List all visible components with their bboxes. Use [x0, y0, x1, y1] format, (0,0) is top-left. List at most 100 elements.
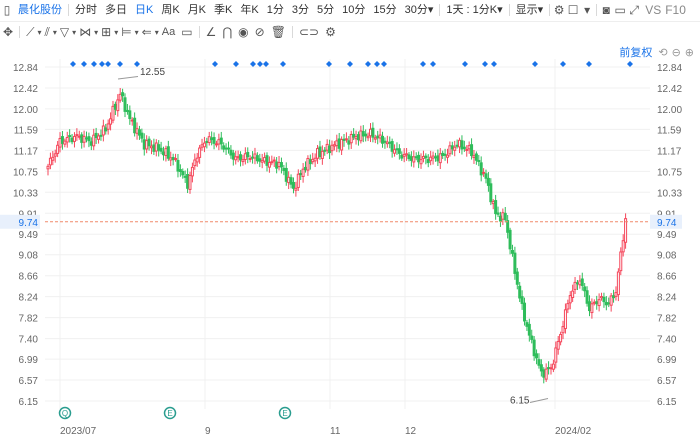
eye-icon[interactable]: ◉ — [238, 25, 249, 39]
tab-timeframe-month[interactable]: 月K — [187, 4, 207, 16]
minus-icon[interactable]: ⊖ — [671, 46, 681, 59]
candle-body — [116, 99, 120, 112]
divider — [596, 4, 598, 16]
event-marker-label: Q — [62, 409, 68, 418]
candle-body — [525, 322, 529, 327]
divider — [19, 26, 21, 38]
candle-body — [53, 153, 57, 157]
angle-icon[interactable]: ∠ — [205, 25, 217, 39]
x-tick-label: 9 — [205, 426, 211, 437]
candle-body — [561, 326, 565, 334]
candle-body — [366, 135, 370, 139]
candle-body — [441, 152, 445, 156]
tab-timeframe-3min[interactable]: 3分 — [291, 4, 309, 16]
camera-icon[interactable]: ◙ — [602, 3, 610, 17]
candle-body — [426, 159, 430, 164]
candle-body — [539, 364, 543, 372]
stock-name[interactable]: 晨化股份 — [18, 4, 62, 16]
sidebar-toggle-icon[interactable]: ▯ — [3, 3, 11, 17]
candle-body — [106, 123, 110, 130]
range-icon[interactable]: ⊨ — [121, 25, 132, 39]
crosshair-icon[interactable]: ✥ — [3, 25, 14, 39]
tab-timeframe-week[interactable]: 周K — [161, 4, 180, 16]
current-price-label-left: 9.74 — [19, 218, 39, 229]
adjust-button[interactable]: 前复权 — [619, 47, 653, 59]
gann-icon[interactable]: ⊞ — [101, 25, 112, 39]
chevron-down-icon[interactable]: ▾ — [37, 27, 42, 37]
chevron-down-icon[interactable]: ▾ — [584, 3, 591, 17]
divider — [549, 4, 551, 16]
chevron-down-icon[interactable]: ▾ — [94, 27, 99, 37]
candle-body — [510, 249, 514, 254]
reset-icon[interactable]: ⟲ — [658, 46, 668, 59]
hide-icon[interactable]: ⊘ — [254, 25, 265, 39]
text-icon[interactable]: Aa — [161, 26, 176, 38]
trend-line-icon[interactable]: ⟋ — [26, 24, 35, 39]
candle-body — [77, 135, 81, 138]
candle-body — [580, 278, 584, 286]
candle-body — [224, 147, 228, 150]
y-tick-label-right: 8.66 — [657, 272, 677, 283]
tab-timeframe-5min[interactable]: 5分 — [316, 4, 335, 16]
candle-body — [104, 127, 108, 132]
settings-icon[interactable]: ⚙ — [553, 3, 565, 17]
dropdown-1day[interactable]: 1天 : 1分K▾ — [442, 0, 506, 20]
plus-icon[interactable]: ⊕ — [684, 46, 694, 59]
chevron-down-icon[interactable]: ▾ — [154, 27, 159, 37]
f10-button[interactable]: F10 — [665, 3, 686, 17]
arrow-icon[interactable]: ⇐ — [141, 25, 152, 39]
candle-body — [337, 138, 341, 149]
divider — [198, 26, 200, 38]
candle-body — [111, 105, 115, 121]
candlestick-chart[interactable]: 12.84 12.84 12.42 12.42 12.00 12.00 11.59 11.59… — [0, 41, 700, 439]
magnet-icon[interactable]: ⋂ — [222, 25, 233, 39]
candle-body — [284, 167, 288, 182]
candle-body — [453, 146, 457, 151]
tab-timeframe-quarter[interactable]: 季K — [214, 4, 233, 16]
candle-body — [554, 347, 558, 363]
chevron-down-icon[interactable]: ▾ — [114, 27, 119, 37]
candle-body — [388, 141, 392, 144]
chevron-down-icon[interactable]: ▾ — [72, 27, 77, 37]
fan-icon[interactable]: ▽ — [59, 25, 70, 39]
y-tick-label-right: 6.99 — [657, 355, 677, 366]
wave-icon[interactable]: ⋈ — [79, 25, 92, 39]
candle-body — [590, 303, 594, 314]
candle-body — [460, 140, 464, 150]
tab-timeframe-15min[interactable]: 15分 — [373, 4, 397, 16]
window-icon[interactable]: ▭ — [614, 3, 626, 17]
tab-timeframe-1[interactable]: 分时 — [75, 4, 97, 16]
diamond-marker-icon — [117, 61, 123, 67]
candle-body — [436, 155, 440, 162]
candle-body — [154, 142, 158, 152]
vs-button[interactable]: VS — [645, 3, 662, 17]
tab-timeframe-year[interactable]: 年K — [240, 4, 259, 16]
tab-timeframe-2[interactable]: 多日 — [105, 4, 127, 16]
chevron-down-icon[interactable]: ▾ — [52, 27, 57, 37]
tab-timeframe-10min[interactable]: 10分 — [342, 4, 366, 16]
candle-body — [255, 155, 259, 162]
candle-body — [277, 161, 281, 168]
candle-body — [174, 157, 178, 160]
candle-body — [89, 141, 93, 146]
display-dropdown[interactable]: 显示▾ — [512, 0, 548, 20]
candle-body — [147, 138, 151, 147]
link-icon[interactable]: ⊂⊃ — [298, 25, 320, 39]
dropdown-30min[interactable]: 30分▾ — [401, 0, 438, 20]
tab-timeframe-1min[interactable]: 1分 — [266, 4, 284, 16]
chevron-down-icon[interactable]: ▾ — [134, 27, 139, 37]
y-tick-label-right: 11.59 — [657, 125, 682, 136]
y-tick-label-right: 12.00 — [657, 105, 682, 116]
drawing-settings-icon[interactable]: ⚙ — [325, 25, 336, 39]
diamond-marker-icon — [381, 61, 387, 67]
channel-icon[interactable]: ⫽ — [44, 24, 50, 39]
fullscreen-icon[interactable]: ⤢ — [629, 2, 639, 17]
candle-body — [559, 333, 563, 343]
note-icon[interactable]: ▭ — [181, 25, 193, 39]
delete-icon[interactable]: 🗑︎ — [270, 25, 286, 39]
y-tick-label-left: 8.24 — [19, 293, 39, 304]
square-icon[interactable]: ☐ — [567, 3, 579, 17]
tab-timeframe-day[interactable]: 日K — [135, 4, 154, 16]
chart-controls: 前复权 ⟲ ⊖ ⊕ — [619, 44, 700, 60]
candle-body — [239, 154, 243, 161]
